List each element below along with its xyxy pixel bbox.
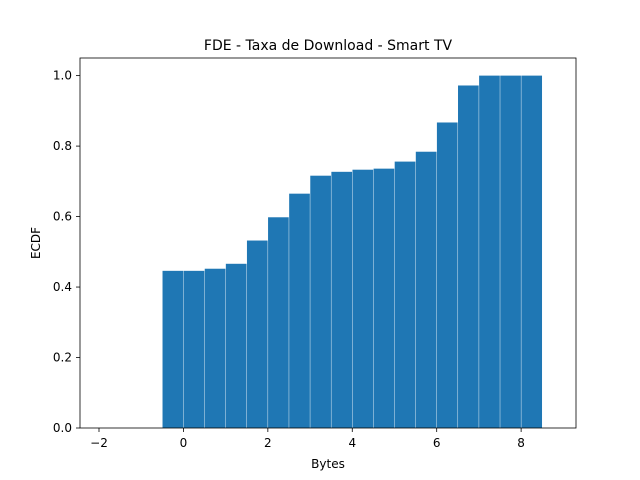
bar <box>458 85 479 428</box>
y-tick-label: 0.0 <box>53 421 72 435</box>
x-axis: −2 0 2 4 6 8 <box>90 428 525 450</box>
x-axis-label: Bytes <box>311 457 345 471</box>
bars <box>162 75 543 429</box>
bar <box>331 171 353 429</box>
plot-frame <box>79 57 577 429</box>
bar <box>246 240 268 428</box>
bar <box>289 193 310 428</box>
y-tick-label: 0.6 <box>53 210 72 224</box>
bar <box>183 270 205 428</box>
bar <box>500 75 521 428</box>
bar <box>310 175 331 428</box>
y-tick-label: 0.2 <box>53 351 72 365</box>
x-tick-label: 4 <box>348 436 356 450</box>
bar <box>204 268 226 428</box>
y-tick-label: 0.8 <box>53 139 72 153</box>
bar <box>479 75 500 428</box>
x-tick-label: −2 <box>90 436 108 450</box>
y-axis: 0.0 0.2 0.4 0.6 0.8 1.0 <box>53 69 80 435</box>
chart-title: FDE - Taxa de Download - Smart TV <box>204 38 453 54</box>
bar <box>436 122 458 428</box>
bar <box>521 75 543 428</box>
bar <box>415 151 437 428</box>
x-tick-label: 0 <box>180 436 188 450</box>
y-tick-label: 0.4 <box>53 280 72 294</box>
bar <box>162 270 184 428</box>
y-tick-label: 1.0 <box>53 69 72 83</box>
x-tick-label: 6 <box>433 436 441 450</box>
y-axis-label: ECDF <box>29 227 43 259</box>
bar <box>225 263 247 428</box>
bar <box>394 161 416 428</box>
x-tick-label: 2 <box>264 436 272 450</box>
x-tick-label: 8 <box>517 436 525 450</box>
bar <box>373 168 395 428</box>
bar <box>352 169 374 428</box>
bar <box>268 217 289 428</box>
